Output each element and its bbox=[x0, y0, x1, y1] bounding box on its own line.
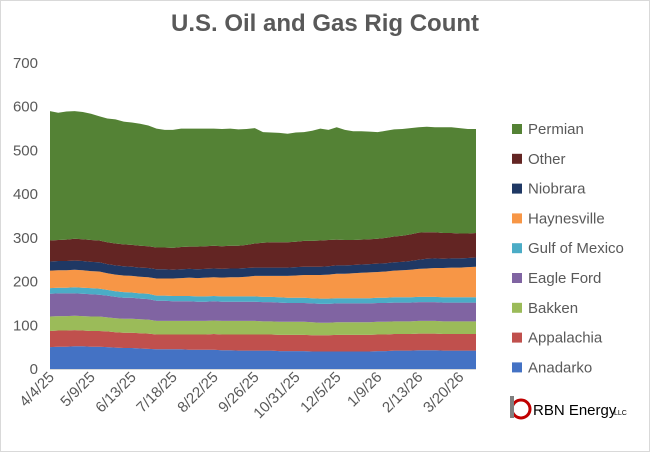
x-tick-label: 2/13/26 bbox=[379, 369, 426, 416]
x-tick-label: 6/13/25 bbox=[92, 369, 139, 416]
x-tick-label: 12/5/25 bbox=[297, 369, 344, 416]
legend-label: Permian bbox=[528, 121, 584, 138]
x-tick-label: 8/22/25 bbox=[174, 369, 221, 416]
x-tick-label: 7/18/25 bbox=[133, 369, 180, 416]
y-tick-label: 600 bbox=[13, 99, 38, 116]
y-tick-label: 500 bbox=[13, 142, 38, 159]
logo-brand-text: RBN Energy bbox=[533, 402, 617, 419]
rbn-logo-mark-icon bbox=[510, 396, 532, 420]
legend-swatch bbox=[512, 153, 522, 164]
area-eagle-ford bbox=[50, 293, 476, 323]
legend-swatch bbox=[512, 124, 522, 134]
area-gulf-of-mexico bbox=[50, 287, 476, 304]
area-haynesville bbox=[50, 266, 476, 299]
logo-suffix-text: LLC bbox=[614, 410, 627, 417]
y-axis: 0 100 200 300 400 500 600 700 bbox=[13, 55, 38, 378]
area-niobrara bbox=[50, 257, 476, 279]
legend-label: Bakken bbox=[528, 300, 578, 317]
y-tick-label: 400 bbox=[13, 186, 38, 203]
legend-label: Other bbox=[528, 151, 566, 168]
area-anadarko bbox=[50, 346, 476, 369]
legend: Permian Other Niobrara Haynesville Gulf of M… bbox=[512, 121, 624, 376]
chart-title: U.S. Oil and Gas Rig Count bbox=[170, 10, 479, 37]
area-bakken bbox=[50, 315, 476, 336]
rbn-energy-logo: RBN Energy LLC bbox=[510, 396, 627, 420]
legend-swatch bbox=[512, 183, 522, 194]
legend-label: Gulf of Mexico bbox=[528, 240, 624, 257]
legend-swatch bbox=[512, 243, 522, 254]
legend-label: Eagle Ford bbox=[528, 270, 601, 287]
legend-swatch bbox=[512, 302, 522, 313]
legend-swatch bbox=[512, 362, 522, 373]
legend-label: Anadarko bbox=[528, 359, 592, 376]
y-tick-label: 700 bbox=[13, 55, 38, 72]
legend-swatch bbox=[512, 273, 522, 283]
area-permian bbox=[50, 111, 476, 248]
legend-label: Haynesville bbox=[528, 210, 605, 227]
area-other bbox=[50, 232, 476, 270]
y-tick-label: 300 bbox=[13, 230, 38, 247]
x-axis: 4/4/25 5/9/256/13/257/18/258/22/259/26/25… bbox=[16, 369, 476, 422]
legend-label: Appalachia bbox=[528, 330, 603, 347]
y-tick-label: 200 bbox=[13, 274, 38, 291]
legend-label: Niobrara bbox=[528, 181, 586, 198]
y-tick-label: 0 bbox=[30, 361, 38, 378]
area-series-group bbox=[50, 111, 476, 369]
x-tick-label: 3/20/26 bbox=[420, 369, 467, 416]
y-tick-label: 100 bbox=[13, 317, 38, 334]
area-appalachia bbox=[50, 330, 476, 352]
legend-swatch bbox=[512, 213, 522, 224]
legend-swatch bbox=[512, 332, 522, 343]
